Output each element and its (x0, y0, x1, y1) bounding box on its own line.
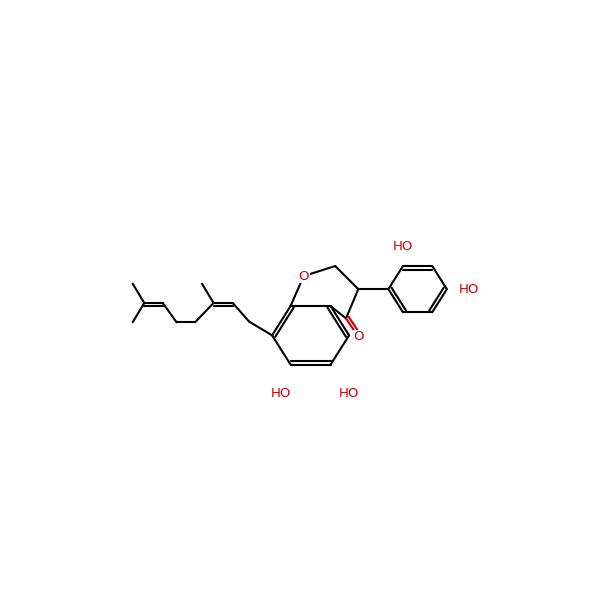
Text: O: O (353, 331, 364, 343)
Text: HO: HO (459, 283, 479, 296)
Text: HO: HO (271, 386, 291, 400)
Text: HO: HO (393, 240, 413, 253)
Text: HO: HO (339, 386, 359, 400)
Text: O: O (298, 269, 309, 283)
